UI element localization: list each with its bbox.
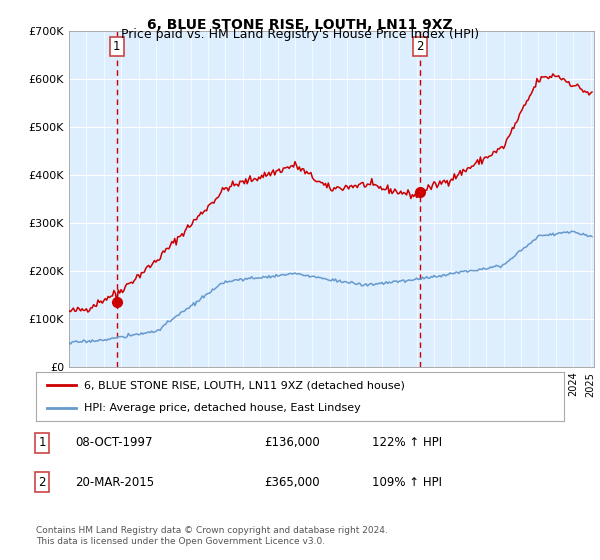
Text: £365,000: £365,000 xyxy=(264,475,320,489)
Text: 6, BLUE STONE RISE, LOUTH, LN11 9XZ (detached house): 6, BLUE STONE RISE, LOUTH, LN11 9XZ (det… xyxy=(83,380,404,390)
Text: 122% ↑ HPI: 122% ↑ HPI xyxy=(372,436,442,450)
Text: 1: 1 xyxy=(38,436,46,450)
Text: 2: 2 xyxy=(38,475,46,489)
Text: HPI: Average price, detached house, East Lindsey: HPI: Average price, detached house, East… xyxy=(83,403,360,413)
Text: Price paid vs. HM Land Registry's House Price Index (HPI): Price paid vs. HM Land Registry's House … xyxy=(121,28,479,41)
Text: 08-OCT-1997: 08-OCT-1997 xyxy=(75,436,152,450)
Text: 1: 1 xyxy=(113,40,121,53)
Text: 6, BLUE STONE RISE, LOUTH, LN11 9XZ: 6, BLUE STONE RISE, LOUTH, LN11 9XZ xyxy=(147,18,453,32)
Text: 109% ↑ HPI: 109% ↑ HPI xyxy=(372,475,442,489)
Text: Contains HM Land Registry data © Crown copyright and database right 2024.
This d: Contains HM Land Registry data © Crown c… xyxy=(36,526,388,546)
Text: 20-MAR-2015: 20-MAR-2015 xyxy=(75,475,154,489)
Text: £136,000: £136,000 xyxy=(264,436,320,450)
Text: 2: 2 xyxy=(416,40,424,53)
